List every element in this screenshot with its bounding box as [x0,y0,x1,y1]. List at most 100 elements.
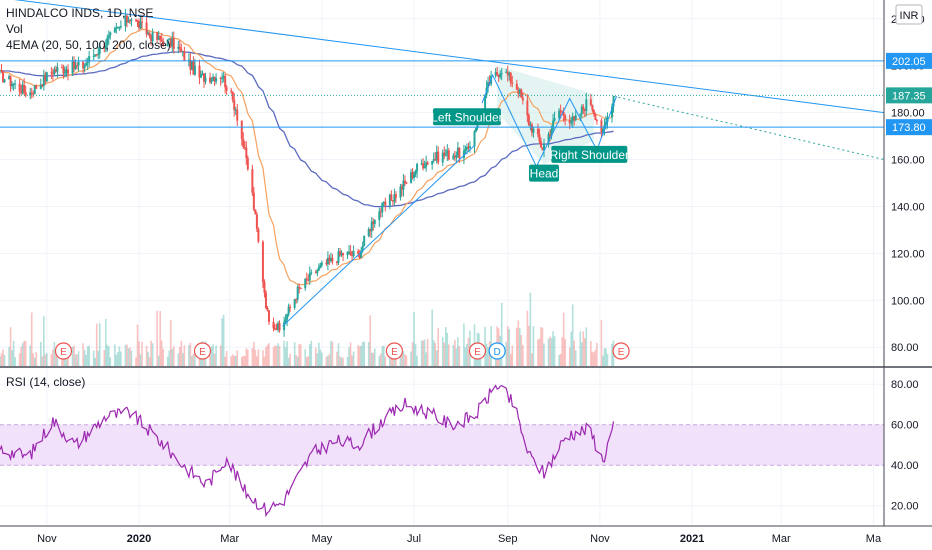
price-marker-box[interactable] [886,87,932,104]
candle [391,199,394,206]
candle-body [199,73,202,78]
volume-bar [444,327,447,366]
candle [169,37,172,49]
volume-bar [448,344,450,366]
volume-bar [192,353,195,366]
event-marker-label[interactable]: D [494,347,501,358]
price-tick-label: 140.00 [891,201,925,213]
volume-bar [198,354,201,366]
candle-body [316,270,319,274]
candle-body [562,111,565,116]
candle-body [400,186,403,190]
candle [305,272,308,285]
earnings-marker[interactable] [193,342,212,360]
price-marker-label[interactable]: 173.80 [892,122,926,134]
price-marker-label[interactable]: 187.35 [892,90,926,102]
candle-body [50,72,53,74]
volume-bar [117,351,119,366]
earnings-marker[interactable] [385,342,403,360]
pattern-label[interactable]: Head [530,167,559,181]
event-marker-label[interactable]: E [618,347,625,358]
volume-bar [244,355,246,366]
candle-body [319,265,322,268]
volume-bar [145,345,148,366]
pattern-label[interactable]: Left Shoulder [431,110,502,124]
candle [141,14,144,30]
candle-body [42,74,45,87]
volume-bar [129,347,131,366]
candle-body [340,253,343,256]
price-pane[interactable]: Left Shoulder Head Right Shoulder E E E E D E [0,0,885,366]
rsi-label[interactable]: RSI (14, close) [6,375,85,389]
candle [187,53,190,67]
candle [296,284,299,303]
candle [574,109,577,122]
event-marker-label[interactable]: E [391,347,398,358]
candle-body [393,194,396,202]
trendlines[interactable]: Left Shoulder Head Right Shoulder [0,0,885,327]
price-marker-box[interactable] [886,119,932,136]
volume-bar [318,342,320,366]
pattern-label-box[interactable] [432,108,501,126]
candle [209,72,212,84]
volume-bar [253,341,255,366]
candle [283,316,286,337]
candle-body [521,97,524,101]
candle [8,74,11,80]
price-marker-label[interactable]: 202.05 [892,56,926,68]
volume-bar [516,327,518,366]
earnings-marker[interactable] [612,342,630,360]
candle-body [432,159,435,161]
candle-body [193,65,196,75]
earnings-marker[interactable] [468,342,487,360]
volume-bar [582,331,585,366]
candle [443,146,446,160]
pattern-label-box[interactable] [529,164,559,182]
volume-bar [41,356,44,366]
event-marker-label[interactable]: E [60,347,67,358]
candle [340,250,343,257]
ema-label[interactable]: 4EMA (20, 50, 100, 200, close) [6,38,171,52]
ascending-trendline[interactable] [282,145,475,327]
candle [189,53,192,76]
candle [14,79,17,90]
candle-body [561,111,564,113]
volume-bar [147,351,149,366]
volume-bar [40,341,42,366]
candle-body [370,221,373,232]
candle [582,103,585,115]
earnings-marker[interactable] [54,342,73,360]
volume-label[interactable]: Vol [6,22,23,36]
pattern-label-box[interactable] [551,145,628,163]
currency-badge-box[interactable] [895,4,923,25]
volume-bar [182,353,184,366]
candle-body [275,328,278,330]
candle-body [553,118,556,121]
candle [517,86,520,99]
currency-badge[interactable]: INR [900,10,919,22]
pattern-label[interactable]: Right Shoulder [550,148,629,162]
volume-bar [295,355,297,366]
candle [304,278,307,291]
candle-body [222,75,225,79]
volume-bar [373,348,376,366]
candle [400,184,403,197]
projection-line[interactable] [613,95,885,161]
descending-trendline[interactable] [0,0,885,114]
event-marker-label[interactable]: E [199,347,206,358]
volume-bar [310,340,313,366]
event-marker-label[interactable]: E [474,347,481,358]
dividend-marker[interactable] [488,342,506,360]
candle-body [39,84,42,89]
volume-bar [224,356,226,366]
price-marker-box[interactable] [886,52,932,69]
candle [511,75,514,88]
volume-bar [441,336,444,366]
candle [224,73,227,94]
candle [595,118,598,125]
candle [425,155,428,172]
pattern-outline[interactable] [481,73,618,168]
rsi-pane[interactable] [0,384,884,518]
